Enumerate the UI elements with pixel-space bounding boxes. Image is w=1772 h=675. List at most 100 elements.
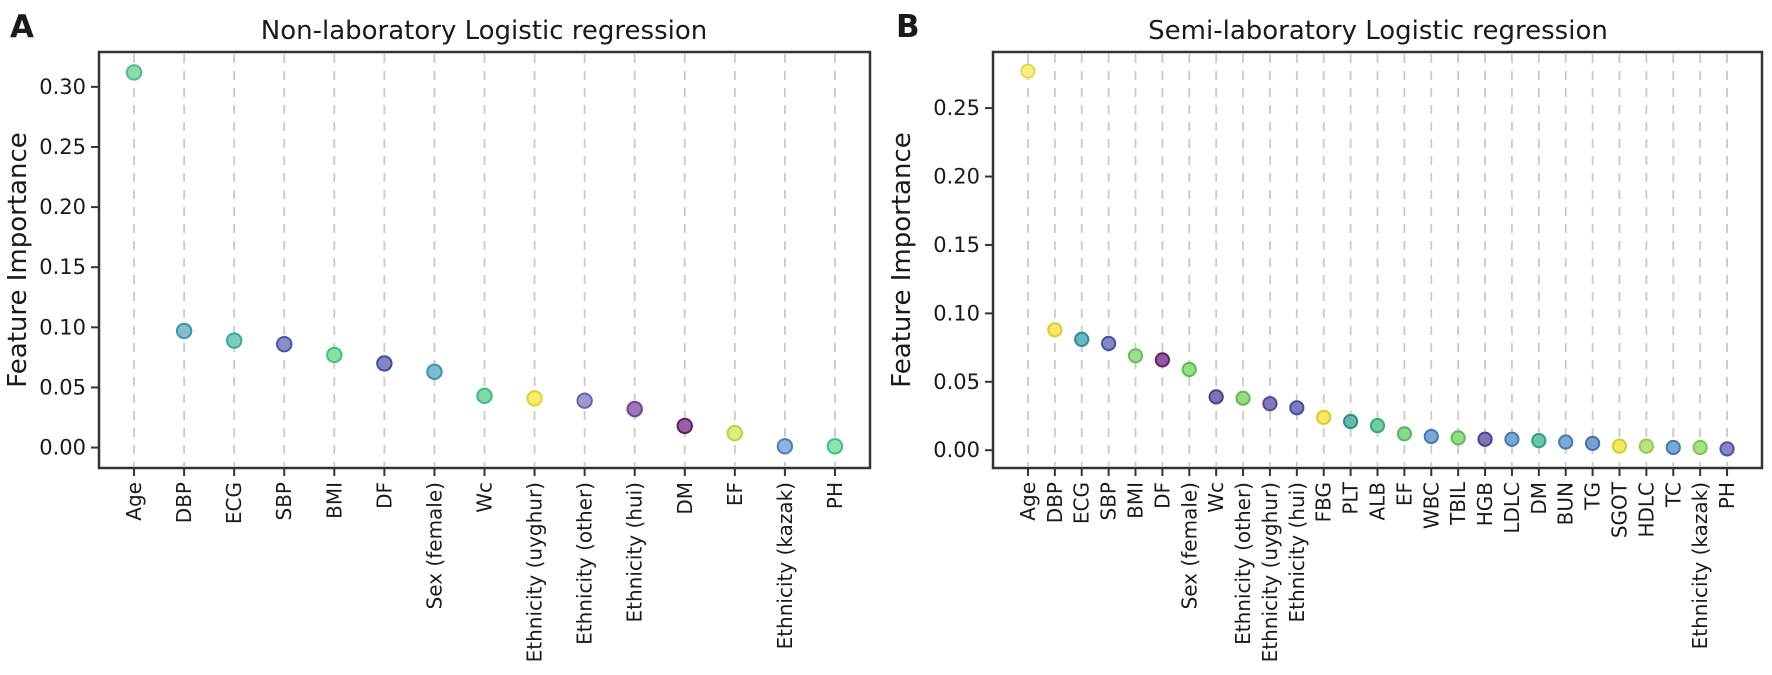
data-point	[1101, 335, 1117, 352]
data-point	[225, 332, 243, 349]
x-tick-label: SBP	[272, 482, 296, 520]
data-point	[1020, 63, 1036, 79]
data-point	[125, 64, 143, 81]
x-tick-label: SBP	[1097, 482, 1121, 520]
y-tick-label: 0.25	[933, 96, 980, 120]
x-tick-label: TBIL	[1446, 481, 1470, 526]
data-point	[1208, 389, 1224, 405]
panel-a-points	[125, 64, 844, 455]
data-point	[376, 355, 393, 372]
x-tick-label: TC	[1661, 482, 1685, 508]
y-tick-label: 0.05	[39, 375, 86, 399]
x-tick-label: ECG	[1070, 482, 1094, 524]
panel-a-yticks: 0.00 0.05 0.10 0.15 0.20 0.25 0.30	[39, 75, 99, 460]
data-point	[726, 424, 744, 442]
x-tick-label: Ethnicity (other)	[1231, 482, 1255, 645]
panel-a-ylabel: Feature Importance	[3, 132, 33, 388]
data-point	[276, 335, 293, 353]
x-tick-label: Ethnicity (uyghur)	[523, 482, 547, 662]
panel-b-letter: B	[896, 9, 920, 45]
x-tick-label: DBP	[172, 482, 196, 523]
data-point	[1289, 400, 1305, 416]
data-point	[476, 387, 493, 405]
panel-a-gridlines	[133, 54, 836, 466]
y-tick-label: 0.20	[933, 165, 980, 189]
data-point	[776, 438, 794, 455]
data-point	[1638, 438, 1654, 454]
y-tick-label: 0.20	[39, 195, 86, 219]
panel-b-gridlines	[1027, 54, 1728, 466]
data-point	[1585, 435, 1601, 451]
x-tick-label: Sex (female)	[1177, 482, 1201, 609]
data-point	[1074, 331, 1090, 347]
y-tick-label: 0.30	[39, 75, 86, 99]
x-tick-label: HDLC	[1634, 482, 1658, 538]
x-tick-label: BUN	[1554, 482, 1578, 525]
x-tick-label: ECG	[222, 482, 246, 524]
panel-b-title: Semi-laboratory Logistic regression	[1148, 16, 1608, 46]
data-point	[1369, 417, 1386, 434]
data-point	[826, 438, 844, 455]
panel-b-ylabel: Feature Importance	[887, 132, 917, 388]
panel-b-yticks: 0.00 0.05 0.10 0.15 0.20 0.25	[933, 96, 993, 462]
data-point	[1127, 348, 1144, 364]
x-tick-label: DF	[372, 482, 396, 509]
x-tick-label: EF	[1392, 482, 1416, 506]
data-point	[1181, 361, 1197, 378]
x-tick-label: DF	[1150, 482, 1174, 509]
x-tick-label: DM	[673, 482, 697, 515]
x-tick-label: Ethnicity (kazak)	[1688, 482, 1712, 649]
data-point	[1262, 396, 1278, 412]
x-tick-label: BMI	[1124, 482, 1148, 519]
y-tick-label: 0.10	[933, 301, 980, 325]
data-point	[426, 363, 443, 381]
y-tick-label: 0.00	[933, 438, 980, 462]
data-point	[1611, 438, 1628, 454]
data-point	[175, 322, 193, 340]
data-point	[1450, 430, 1466, 446]
panel-a-letter: A	[10, 9, 34, 45]
data-point	[1665, 439, 1681, 456]
data-point	[1047, 322, 1063, 338]
panel-b-chart: B Semi-laboratory Logistic regression Fe…	[887, 9, 1764, 662]
y-tick-label: 0.25	[39, 135, 86, 159]
data-point	[1235, 390, 1251, 406]
y-tick-label: 0.05	[933, 370, 980, 394]
panel-a-title: Non-laboratory Logistic regression	[261, 16, 707, 46]
y-tick-label: 0.00	[39, 436, 86, 460]
x-tick-label: BMI	[322, 482, 346, 519]
data-point	[1719, 441, 1735, 457]
panel-a-xticks: Age DBP ECG SBP BMI DF Sex (female) Wc Ethnicity…	[122, 468, 847, 662]
panel-b-points	[1020, 63, 1735, 457]
x-tick-label: Wc	[1204, 482, 1228, 513]
x-tick-label: WBC	[1419, 482, 1443, 529]
x-tick-label: FBG	[1312, 482, 1336, 522]
y-tick-label: 0.15	[933, 233, 980, 257]
panel-b-xticks: Age DBP ECG SBP BMI DF Sex (female) Wc Ethnicity…	[1016, 468, 1739, 662]
data-point	[1316, 409, 1332, 425]
y-tick-label: 0.15	[39, 255, 86, 279]
data-point	[1504, 431, 1520, 447]
data-point	[1154, 352, 1170, 368]
data-point	[526, 390, 543, 407]
data-point	[1396, 426, 1412, 442]
data-point	[326, 346, 343, 364]
x-tick-label: EF	[723, 482, 747, 506]
x-tick-label: Ethnicity (kazak)	[773, 482, 797, 649]
x-tick-label: Ethnicity (hui)	[1285, 482, 1309, 622]
data-point	[1343, 413, 1359, 430]
y-tick-label: 0.10	[39, 315, 86, 339]
data-point	[1423, 428, 1439, 445]
x-tick-label: SGOT	[1607, 481, 1631, 538]
x-tick-label: Age	[122, 482, 146, 521]
x-tick-label: Sex (female)	[422, 482, 446, 609]
data-point	[576, 392, 593, 409]
x-tick-label: LDLC	[1500, 482, 1524, 534]
x-tick-label: Wc	[473, 482, 497, 513]
x-tick-label: Age	[1016, 482, 1040, 521]
x-tick-label: DM	[1527, 482, 1551, 515]
x-tick-label: Ethnicity (uyghur)	[1258, 482, 1282, 662]
data-point	[676, 417, 693, 435]
data-point	[1692, 439, 1708, 456]
